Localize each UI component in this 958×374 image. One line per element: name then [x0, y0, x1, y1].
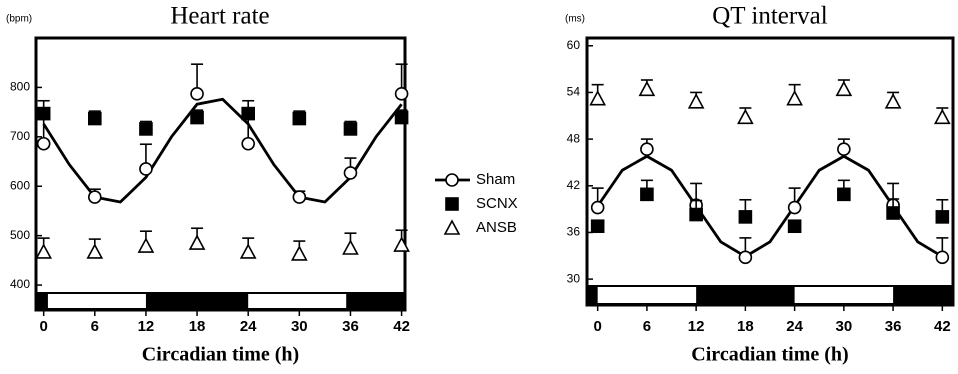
- marker-circle: [190, 87, 204, 101]
- marker-circle: [935, 250, 950, 265]
- marker-square: [935, 210, 950, 224]
- unit-label: (ms): [565, 14, 585, 25]
- marker-triangle: [86, 243, 104, 259]
- marker-square: [36, 106, 51, 121]
- marker-square: [590, 219, 605, 234]
- x-tick-label: 42: [934, 318, 951, 335]
- marker-square: [292, 111, 307, 126]
- fit-curve: [596, 154, 944, 259]
- marker-square: [886, 206, 900, 220]
- light-period: [794, 287, 894, 303]
- light-period: [248, 294, 347, 308]
- chart-title: QT interval: [712, 3, 828, 30]
- marker-triangle: [393, 236, 410, 252]
- y-tick-label: 400: [10, 277, 30, 291]
- y-tick-label: 700: [10, 129, 30, 143]
- marker-triangle: [342, 239, 359, 255]
- y-tick-label: 54: [567, 85, 581, 99]
- marker-square: [88, 111, 102, 126]
- marker-triangle: [884, 93, 902, 109]
- legend-label: ANSB: [476, 219, 517, 236]
- x-tick-label: 42: [393, 318, 410, 335]
- x-tick-label: 6: [91, 318, 99, 335]
- marker-circle: [241, 136, 255, 151]
- marker-square: [190, 110, 204, 125]
- y-tick-label: 600: [10, 178, 30, 192]
- x-tick-label: 24: [786, 318, 803, 335]
- x-tick-label: 12: [138, 318, 155, 335]
- light-period: [597, 287, 697, 303]
- marker-triangle: [638, 80, 656, 97]
- marker-circle: [787, 200, 802, 215]
- marker-circle: [394, 87, 409, 101]
- x-tick-label: 0: [593, 318, 601, 335]
- marker-circle: [445, 173, 459, 187]
- x-tick-label: 30: [836, 318, 853, 335]
- x-tick-label: 24: [240, 318, 257, 335]
- x-tick-label: 18: [737, 318, 754, 335]
- marker-square: [689, 207, 703, 222]
- marker-square: [640, 187, 654, 202]
- fit-curve: [42, 97, 403, 204]
- marker-triangle: [443, 219, 461, 235]
- marker-circle: [139, 162, 153, 176]
- marker-triangle: [290, 245, 308, 261]
- marker-circle: [837, 142, 851, 157]
- legend-label: SCNX: [476, 195, 518, 212]
- x-tick-label: 12: [688, 318, 705, 335]
- marker-triangle: [35, 243, 53, 259]
- x-tick-label: 36: [342, 318, 359, 335]
- y-tick-label: 60: [567, 38, 581, 52]
- marker-circle: [36, 136, 51, 151]
- marker-triangle: [589, 89, 607, 106]
- marker-circle: [292, 190, 307, 204]
- marker-square: [787, 219, 802, 234]
- x-tick-label: 6: [643, 318, 651, 335]
- y-tick-label: 800: [10, 80, 30, 94]
- unit-label: (bpm): [6, 14, 32, 25]
- y-tick-label: 500: [10, 228, 30, 242]
- marker-triangle: [687, 93, 705, 109]
- marker-triangle: [737, 108, 754, 125]
- plot-frame: [585, 36, 955, 307]
- legend-label: Sham: [476, 171, 515, 188]
- marker-square: [445, 197, 459, 211]
- marker-square: [343, 122, 358, 136]
- x-axis-label: Circadian time (h): [142, 344, 299, 366]
- marker-square: [139, 122, 153, 136]
- marker-triangle: [137, 237, 155, 253]
- marker-circle: [88, 190, 102, 204]
- marker-square: [394, 110, 409, 125]
- marker-square: [837, 187, 851, 202]
- x-tick-label: 0: [39, 318, 47, 335]
- light-period: [47, 294, 146, 308]
- marker-triangle: [835, 80, 853, 97]
- marker-triangle: [786, 89, 803, 106]
- marker-square: [738, 210, 753, 224]
- y-tick-label: 42: [567, 178, 581, 192]
- marker-circle: [640, 142, 654, 157]
- x-axis-label: Circadian time (h): [691, 344, 848, 366]
- chart-title: Heart rate: [170, 3, 269, 30]
- marker-triangle: [933, 108, 951, 125]
- marker-circle: [343, 166, 358, 180]
- y-tick-label: 30: [567, 271, 581, 285]
- marker-triangle: [188, 234, 206, 250]
- x-tick-label: 30: [291, 318, 308, 335]
- x-tick-label: 36: [885, 318, 902, 335]
- x-tick-label: 18: [189, 318, 206, 335]
- marker-square: [241, 106, 255, 121]
- y-tick-label: 48: [567, 131, 581, 145]
- marker-triangle: [239, 243, 257, 259]
- marker-circle: [738, 250, 753, 265]
- plot-frame: [34, 36, 407, 312]
- y-tick-label: 36: [567, 225, 581, 239]
- marker-circle: [590, 200, 605, 215]
